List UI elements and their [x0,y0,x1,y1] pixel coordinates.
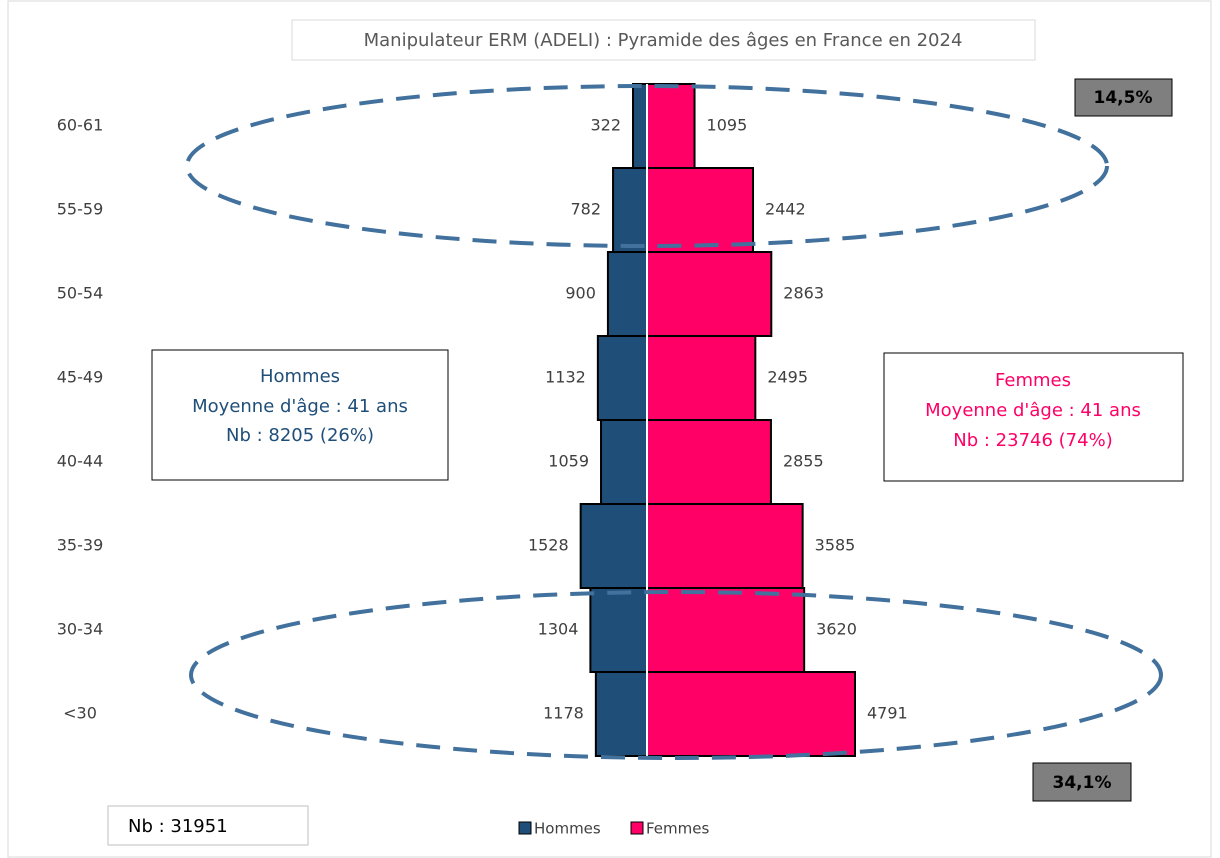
bar [596,335,648,421]
bar [579,503,649,589]
data-label: 3585 [815,536,856,555]
chart-title: Manipulateur ERM (ADELI) : Pyramide des … [364,30,963,51]
bar [594,671,648,757]
ellipse-bottom [189,590,1163,760]
bar [646,503,804,589]
data-label: 322 [590,116,621,135]
ellipse-top [185,84,1109,248]
total: Nb : 31951 [128,816,228,837]
bar [589,587,649,673]
y-tick-label: 30-34 [57,620,104,639]
legend-label: Femmes [646,820,709,838]
annotation: 34,1% [1053,773,1112,793]
hommes-box [151,349,449,481]
data-label: 1132 [545,368,586,387]
bars: 322 1095 782 2442 900 2863 1132 2495 1059 2855 152… [528,83,908,757]
bar [646,335,757,421]
data-label: 1304 [538,620,579,639]
y-tick-label: 50-54 [57,284,104,303]
hommes-box-text: Nb : 8205 (26%) [226,425,374,446]
data-label: 900 [565,284,596,303]
data-label: 2855 [783,452,824,471]
data-label: 4791 [867,704,908,723]
hommes-box-text: Moyenne d'âge : 41 ans [192,396,408,417]
legend-swatch [630,821,644,835]
title-box [291,19,1036,61]
bar [646,671,856,757]
data-label: 1178 [543,704,584,723]
bar [646,587,806,673]
data-label: 2442 [765,200,806,219]
legend-swatch [518,821,532,835]
annotation-box [1074,78,1173,117]
bar [646,419,772,505]
y-tick-label: 35-39 [57,536,104,555]
annotation: 14,5% [1094,88,1153,108]
legend: Hommes Femmes [518,820,709,838]
femmes-box-text: Moyenne d'âge : 41 ans [925,400,1141,421]
data-label: 3620 [816,620,857,639]
y-tick-label: 45-49 [57,368,104,387]
bar [600,419,649,505]
bar [612,167,649,253]
data-label: 1095 [707,116,748,135]
bar [646,167,755,253]
bar [646,83,696,169]
femmes-box-text: Femmes [995,370,1071,391]
y-tick-label: 55-59 [57,200,104,219]
total-box [107,805,309,846]
y-tick-label: <30 [63,704,97,723]
y-tick-label: 60-61 [57,116,104,135]
bar [606,251,649,337]
data-label: 782 [571,200,602,219]
data-label: 2495 [767,368,808,387]
data-label: 2863 [783,284,824,303]
data-label: 1059 [548,452,589,471]
hommes-box-text: Hommes [260,366,340,387]
bar [632,83,648,169]
femmes-box [883,352,1184,482]
y-tick-label: 40-44 [57,452,104,471]
femmes-box-text: Nb : 23746 (74%) [953,430,1112,451]
annotation-box [1032,762,1132,802]
legend-label: Hommes [534,820,601,838]
bar [646,251,773,337]
data-label: 1528 [528,536,569,555]
